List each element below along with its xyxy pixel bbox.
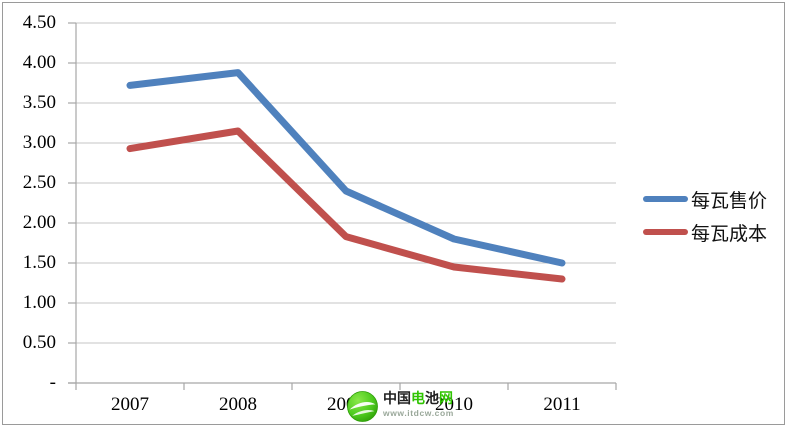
y-tick-label: 1.50 xyxy=(22,252,56,273)
watermark-brand-char: 网 xyxy=(439,390,453,406)
y-tick-label: 2.00 xyxy=(22,212,56,233)
watermark-itdcw: 中国电池网 www.itdcw.com xyxy=(347,391,454,422)
y-tick-label: 1.00 xyxy=(22,292,56,313)
watermark-brand-char: 电 xyxy=(411,390,425,406)
legend-entry-sale-price: 每瓦售价 xyxy=(643,188,768,212)
legend-entry-cost: 每瓦成本 xyxy=(643,221,768,245)
legend-label-cost: 每瓦成本 xyxy=(691,223,768,245)
series-line-1 xyxy=(126,127,566,283)
y-tick-label: 2.50 xyxy=(22,172,56,193)
gridlines xyxy=(76,22,616,344)
x-tick-label: 2010 xyxy=(435,394,473,415)
y-tick-label: 3.50 xyxy=(22,92,56,113)
watermark-brand-char: 池 xyxy=(425,390,439,406)
watermark-brand-char: 中 xyxy=(383,390,397,406)
y-tick-label: - xyxy=(49,372,56,393)
watermark-brand-name: 中国电池网 xyxy=(383,391,454,405)
watermark-brand-char: 国 xyxy=(397,390,411,406)
axes xyxy=(68,22,617,390)
y-tick-label: 4.00 xyxy=(22,52,56,73)
legend-label-sale-price: 每瓦售价 xyxy=(691,190,768,212)
legend: 每瓦售价 每瓦成本 xyxy=(643,188,767,254)
series-line-0 xyxy=(126,69,566,267)
legend-swatch-sale-price xyxy=(643,196,688,202)
data-series xyxy=(126,69,566,283)
watermark-text: 中国电池网 www.itdcw.com xyxy=(383,391,454,418)
x-tick-label: 2008 xyxy=(219,394,257,415)
itdcw-logo-icon xyxy=(347,391,378,422)
x-tick-label: 2011 xyxy=(543,394,581,415)
y-tick-label: 0.50 xyxy=(22,332,56,353)
watermark-url: www.itdcw.com xyxy=(383,408,454,418)
x-tick-label: 2007 xyxy=(111,394,149,415)
y-tick-label: 4.50 xyxy=(22,12,56,33)
legend-swatch-cost xyxy=(643,229,688,235)
y-tick-label: 3.00 xyxy=(22,132,56,153)
